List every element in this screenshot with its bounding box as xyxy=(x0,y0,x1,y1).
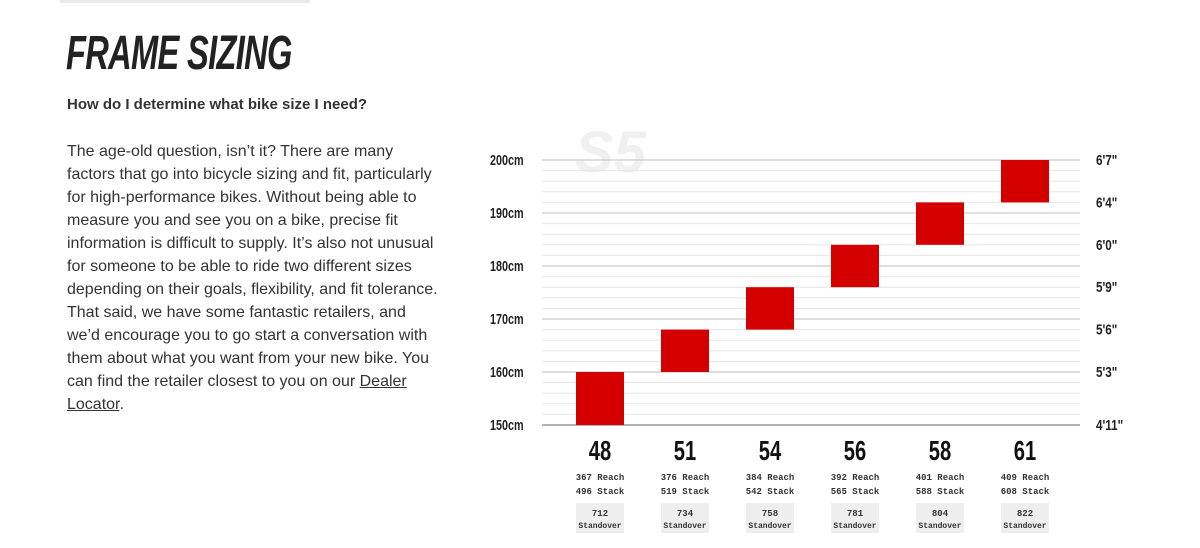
y-tick-right: 6'4" xyxy=(1096,194,1117,211)
dealer-locator-link[interactable]: Dealer Locator xyxy=(67,373,407,413)
reach-label: 367 Reach xyxy=(576,473,625,483)
y-tick-right: 5'9" xyxy=(1096,279,1117,296)
reach-label: 384 Reach xyxy=(746,473,795,483)
standover-value: 712 xyxy=(592,509,608,519)
y-tick-right: 5'3" xyxy=(1096,364,1117,381)
y-tick-left: 150cm xyxy=(490,416,524,433)
standover-value: 758 xyxy=(762,509,778,519)
frame-size-chart: S5 150cm 160cm 170cm 180cm 190cm 200cm 4'11" 5'3… xyxy=(490,120,1123,533)
standover-value: 781 xyxy=(847,509,864,519)
size-bar xyxy=(576,372,624,425)
stack-label: 565 Stack xyxy=(831,487,880,497)
section-question: How do I determine what bike size I need… xyxy=(67,96,368,113)
size-label: 58 xyxy=(929,436,951,467)
standover-box xyxy=(746,503,794,533)
stack-label: 588 Stack xyxy=(916,487,965,497)
y-tick-left: 170cm xyxy=(490,310,524,327)
size-bar xyxy=(916,202,964,245)
size-bar xyxy=(831,244,879,288)
body-text: The age-old question, isn’t it? There ar… xyxy=(67,143,438,390)
stack-label: 608 Stack xyxy=(1001,487,1050,497)
stack-label: 519 Stack xyxy=(661,487,710,497)
size-label: 51 xyxy=(674,436,696,467)
standover-label: Standover xyxy=(748,522,791,531)
standover-box xyxy=(916,503,964,533)
standover-box xyxy=(1001,503,1049,533)
reach-label: 409 Reach xyxy=(1001,473,1050,483)
page-title: FRAME SIZING xyxy=(66,27,292,80)
reach-label: 376 Reach xyxy=(661,473,710,483)
y-tick-left: 180cm xyxy=(490,257,524,274)
size-label: 56 xyxy=(844,436,866,467)
standover-label: Standover xyxy=(578,522,621,531)
y-tick-left: 190cm xyxy=(490,204,524,221)
stack-label: 496 Stack xyxy=(576,487,625,497)
standover-box xyxy=(576,503,624,533)
standover-value: 822 xyxy=(1017,509,1033,519)
body-paragraph: The age-old question, isn’t it? There ar… xyxy=(67,140,443,416)
y-tick-right: 5'6" xyxy=(1096,321,1117,338)
stack-label: 542 Stack xyxy=(746,487,795,497)
size-label: 54 xyxy=(759,436,782,467)
size-label: 61 xyxy=(1014,436,1036,467)
standover-label: Standover xyxy=(833,522,876,531)
y-tick-right: 6'7" xyxy=(1096,152,1117,169)
chart-watermark: S5 xyxy=(575,120,647,185)
size-label: 48 xyxy=(589,436,611,467)
size-bar xyxy=(746,287,794,330)
size-bar xyxy=(1001,160,1049,203)
standover-value: 804 xyxy=(932,509,949,519)
reach-label: 392 Reach xyxy=(831,473,880,483)
y-tick-right: 6'0" xyxy=(1096,236,1117,253)
standover-label: Standover xyxy=(1003,522,1046,531)
y-tick-left: 160cm xyxy=(490,363,524,380)
y-tick-right: 4'11" xyxy=(1096,417,1123,434)
top-divider xyxy=(60,0,310,3)
standover-label: Standover xyxy=(663,522,706,531)
reach-label: 401 Reach xyxy=(916,473,965,483)
standover-value: 734 xyxy=(677,509,694,519)
standover-box xyxy=(661,503,709,533)
size-bar xyxy=(661,329,709,372)
y-tick-left: 200cm xyxy=(490,151,524,168)
standover-label: Standover xyxy=(918,522,961,531)
body-end: . xyxy=(119,396,124,413)
standover-box xyxy=(831,503,879,533)
